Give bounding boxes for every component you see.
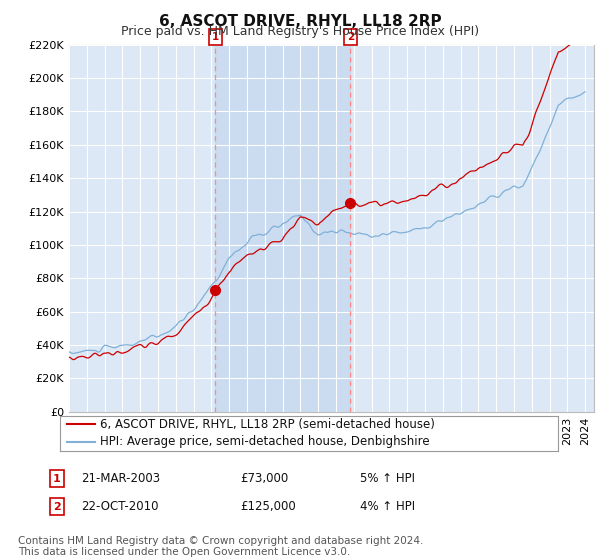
Text: 6, ASCOT DRIVE, RHYL, LL18 2RP: 6, ASCOT DRIVE, RHYL, LL18 2RP	[158, 14, 442, 29]
Text: 22-OCT-2010: 22-OCT-2010	[81, 500, 158, 514]
Bar	[215, 45, 350, 412]
Text: HPI: Average price, semi-detached house, Denbighshire: HPI: Average price, semi-detached house,…	[100, 436, 430, 449]
Text: Price paid vs. HM Land Registry's House Price Index (HPI): Price paid vs. HM Land Registry's House …	[121, 25, 479, 38]
Text: 2: 2	[347, 32, 354, 42]
Text: £125,000: £125,000	[240, 500, 296, 514]
Text: 1: 1	[53, 474, 61, 484]
Text: 6, ASCOT DRIVE, RHYL, LL18 2RP (semi-detached house): 6, ASCOT DRIVE, RHYL, LL18 2RP (semi-det…	[100, 418, 435, 431]
Text: Contains HM Land Registry data © Crown copyright and database right 2024.
This d: Contains HM Land Registry data © Crown c…	[18, 535, 424, 557]
Text: 1: 1	[212, 32, 219, 42]
Text: 2: 2	[53, 502, 61, 512]
Text: £73,000: £73,000	[240, 472, 288, 486]
Text: 21-MAR-2003: 21-MAR-2003	[81, 472, 160, 486]
Text: 4% ↑ HPI: 4% ↑ HPI	[360, 500, 415, 514]
Text: 5% ↑ HPI: 5% ↑ HPI	[360, 472, 415, 486]
